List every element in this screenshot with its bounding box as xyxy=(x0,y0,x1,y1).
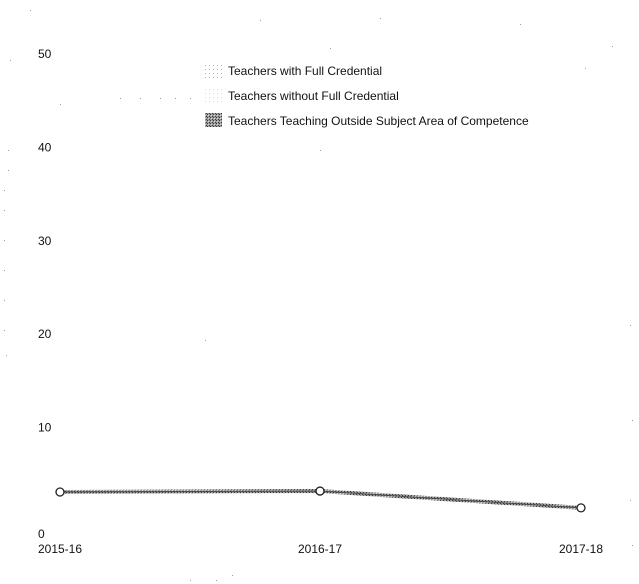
scan-speckle xyxy=(140,98,141,99)
legend: Teachers with Full Credential Teachers w… xyxy=(205,64,529,128)
legend-label-without-credential: Teachers without Full Credential xyxy=(228,89,399,103)
scan-speckle xyxy=(216,580,217,581)
scan-speckle xyxy=(320,150,321,151)
legend-swatch-outside-subject xyxy=(205,113,222,127)
scan-speckle xyxy=(8,150,9,151)
x-tick-label-2017-18: 2017-18 xyxy=(559,542,603,556)
scan-speckle xyxy=(4,300,5,301)
scan-speckle xyxy=(160,98,161,99)
scan-speckle xyxy=(4,210,5,211)
scan-speckle xyxy=(520,24,521,25)
y-tick-label-50: 50 xyxy=(38,47,52,61)
legend-swatch-full-credential xyxy=(205,64,222,78)
y-tick-label-20: 20 xyxy=(38,327,52,341)
scan-speckle xyxy=(190,580,191,581)
legend-swatch-without-credential xyxy=(205,89,222,103)
scan-speckle xyxy=(632,545,633,546)
scan-speckle xyxy=(8,170,9,171)
scan-speckle xyxy=(4,330,5,331)
legend-label-outside-subject: Teachers Teaching Outside Subject Area o… xyxy=(228,114,529,128)
scan-speckle xyxy=(630,325,631,326)
scan-speckle xyxy=(205,340,206,341)
series-layer xyxy=(55,486,586,513)
x-tick-label-2016-17: 2016-17 xyxy=(298,542,342,556)
y-tick-label-0: 0 xyxy=(38,527,45,541)
legend-label-full-credential: Teachers with Full Credential xyxy=(228,64,382,78)
scan-speckle xyxy=(612,46,613,47)
scan-speckle xyxy=(175,98,176,99)
y-tick-label-10: 10 xyxy=(38,421,52,435)
scan-speckle xyxy=(60,104,61,105)
scan-speckle xyxy=(330,48,331,49)
scan-speckle xyxy=(10,60,11,61)
scan-speckle xyxy=(4,270,5,271)
scan-speckle xyxy=(232,575,233,576)
scan-speckle xyxy=(260,20,261,21)
scan-speckle xyxy=(30,10,31,11)
scan-speckle xyxy=(380,18,381,19)
y-tick-label-30: 30 xyxy=(38,234,52,248)
x-tick-label-2015-16: 2015-16 xyxy=(38,542,82,556)
data-point-teachers-teaching-outside-subject-area-of-competence-2015-16 xyxy=(55,487,65,497)
scan-speckles xyxy=(4,10,633,581)
scan-speckle xyxy=(190,98,191,99)
y-axis: 50 40 30 20 10 0 xyxy=(38,47,52,541)
scan-speckle xyxy=(4,190,5,191)
y-tick-label-40: 40 xyxy=(38,140,52,154)
scan-speckle xyxy=(120,98,121,99)
data-point-teachers-teaching-outside-subject-area-of-competence-2017-18 xyxy=(576,503,586,513)
scan-speckle xyxy=(632,420,633,421)
data-point-teachers-teaching-outside-subject-area-of-competence-2016-17 xyxy=(315,486,325,496)
scan-speckle xyxy=(6,355,7,356)
x-axis: 2015-16 2016-17 2017-18 xyxy=(38,542,603,556)
scan-speckle xyxy=(630,500,631,501)
scan-speckle xyxy=(585,68,586,69)
scan-speckle xyxy=(4,240,5,241)
